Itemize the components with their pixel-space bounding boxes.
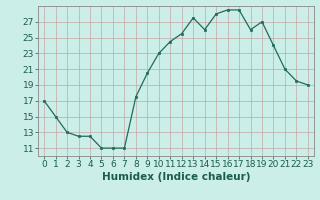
X-axis label: Humidex (Indice chaleur): Humidex (Indice chaleur) [102,172,250,182]
